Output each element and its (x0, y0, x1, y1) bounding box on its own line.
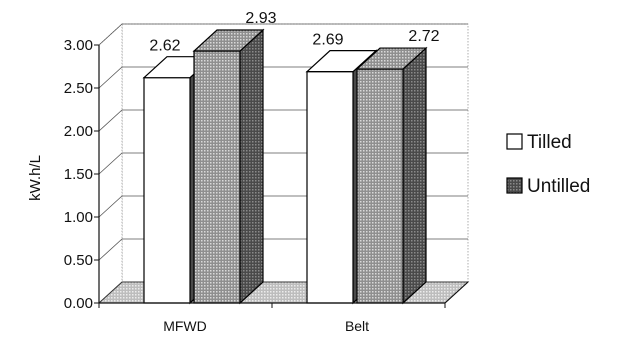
y-tick-label: 3.00 (64, 37, 93, 54)
bars: 2.62 2.93 2.69 2.72 (142, 10, 440, 305)
legend: Tilled Untilled (506, 132, 590, 197)
bar-untilled-mfwd: 2.93 (192, 10, 277, 305)
y-axis-title: kW.h/L (27, 155, 44, 201)
bar-top (305, 50, 378, 73)
data-label: 2.62 (149, 38, 180, 55)
x-category-label: MFWD (163, 318, 207, 334)
x-axis: MFWD Belt (98, 281, 469, 334)
bar-top (355, 47, 428, 70)
legend-label-untilled: Untilled (527, 176, 590, 197)
data-label: 2.69 (312, 32, 343, 49)
bar-front (356, 68, 404, 304)
legend-swatch-tilled (506, 133, 523, 150)
bar-front (306, 71, 354, 304)
bar-side (402, 46, 427, 305)
bar-front (143, 77, 191, 304)
floor-edge (444, 281, 469, 304)
data-label: 2.93 (245, 10, 276, 27)
y-tick-label: 1.00 (64, 209, 93, 226)
y-tick-label: 1.50 (64, 166, 93, 183)
y-axis: 0.00 0.50 1.00 1.50 2.00 2.50 3.00 (64, 37, 100, 312)
y-tick-label: 2.00 (64, 123, 93, 140)
legend-label-tilled: Tilled (527, 132, 572, 153)
bar-side (239, 28, 264, 305)
bar-top (192, 29, 265, 52)
y-tick-label: 0.00 (64, 295, 93, 312)
y-tick-label: 2.50 (64, 80, 93, 97)
data-label: 2.72 (408, 28, 439, 45)
y-tick-label: 0.50 (64, 252, 93, 269)
bar-untilled-belt: 2.72 (355, 28, 440, 305)
gridline (98, 23, 468, 46)
legend-swatch-untilled (506, 177, 523, 194)
bar-front (193, 50, 241, 304)
x-category-label: Belt (345, 318, 369, 334)
